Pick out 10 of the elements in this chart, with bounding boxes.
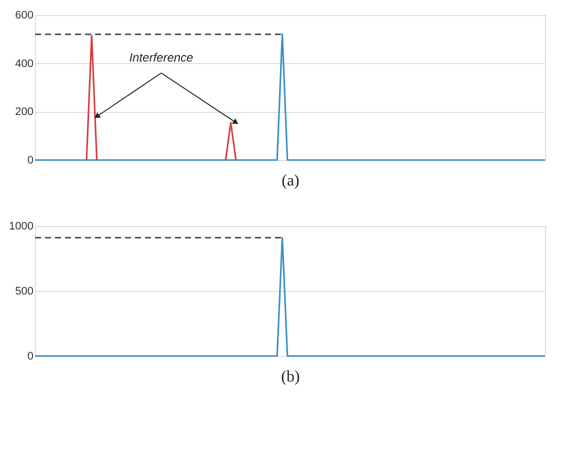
x-axis-title: (b) bbox=[281, 368, 300, 386]
y-tick-label: 400 bbox=[15, 58, 34, 70]
y-tick-label: 0 bbox=[27, 154, 34, 166]
y-tick-label: 500 bbox=[15, 286, 34, 298]
y-tick-label: 1000 bbox=[9, 220, 34, 232]
x-axis-title: (a) bbox=[282, 172, 300, 190]
annotation: Interference bbox=[129, 50, 194, 64]
y-tick-label: 600 bbox=[15, 10, 34, 22]
y-tick-label: 0 bbox=[27, 350, 34, 362]
y-tick-label: 200 bbox=[15, 106, 34, 118]
